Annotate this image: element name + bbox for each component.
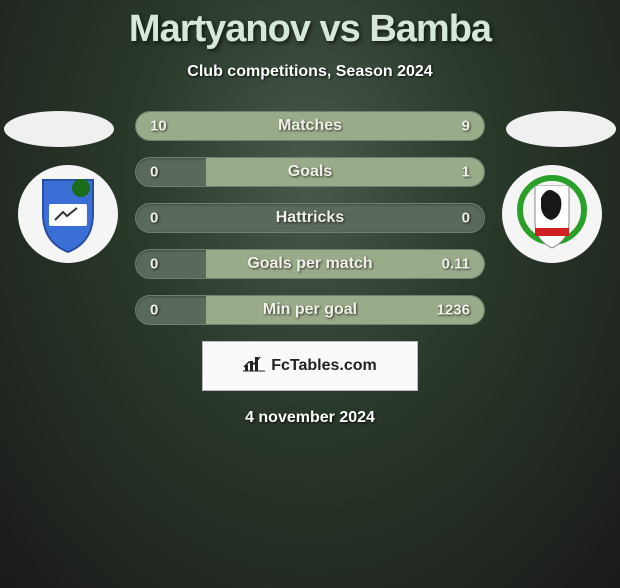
stat-value-right: 1236 <box>437 302 470 319</box>
stat-row-goals: 0 Goals 1 <box>135 157 485 187</box>
date-label: 4 november 2024 <box>0 409 620 427</box>
comparison-panel: 10 Matches 9 0 Goals 1 0 Hattricks 0 0 G… <box>0 111 620 427</box>
stat-row-hattricks: 0 Hattricks 0 <box>135 203 485 233</box>
brand-box[interactable]: FcTables.com <box>202 341 418 391</box>
stat-row-goals-per-match: 0 Goals per match 0.11 <box>135 249 485 279</box>
stat-fill-right <box>206 158 484 186</box>
club-badge-left <box>18 165 118 263</box>
stat-label: Matches <box>278 117 342 135</box>
stat-rows: 10 Matches 9 0 Goals 1 0 Hattricks 0 0 G… <box>135 111 485 325</box>
player-right-oval <box>506 111 616 147</box>
shield-icon <box>33 174 103 254</box>
chart-icon <box>243 355 265 378</box>
stat-value-left: 10 <box>150 118 167 135</box>
stat-label: Goals per match <box>247 255 372 273</box>
page-subtitle: Club competitions, Season 2024 <box>0 63 620 81</box>
brand-text: FcTables.com <box>271 357 377 375</box>
stat-fill-right <box>317 112 484 140</box>
club-badge-right <box>502 165 602 263</box>
player-left-oval <box>4 111 114 147</box>
stat-row-min-per-goal: 0 Min per goal 1236 <box>135 295 485 325</box>
stat-label: Min per goal <box>263 301 357 319</box>
stat-value-left: 0 <box>150 164 158 181</box>
stat-label: Goals <box>288 163 332 181</box>
stat-row-matches: 10 Matches 9 <box>135 111 485 141</box>
stat-value-right: 9 <box>462 118 470 135</box>
crest-icon <box>517 174 587 254</box>
stat-value-left: 0 <box>150 302 158 319</box>
stat-value-right: 0 <box>462 210 470 227</box>
stat-value-right: 0.11 <box>442 256 470 273</box>
stat-label: Hattricks <box>276 209 344 227</box>
stat-value-left: 0 <box>150 210 158 227</box>
stat-value-right: 1 <box>462 164 470 181</box>
page-title: Martyanov vs Bamba <box>0 8 620 51</box>
stat-value-left: 0 <box>150 256 158 273</box>
